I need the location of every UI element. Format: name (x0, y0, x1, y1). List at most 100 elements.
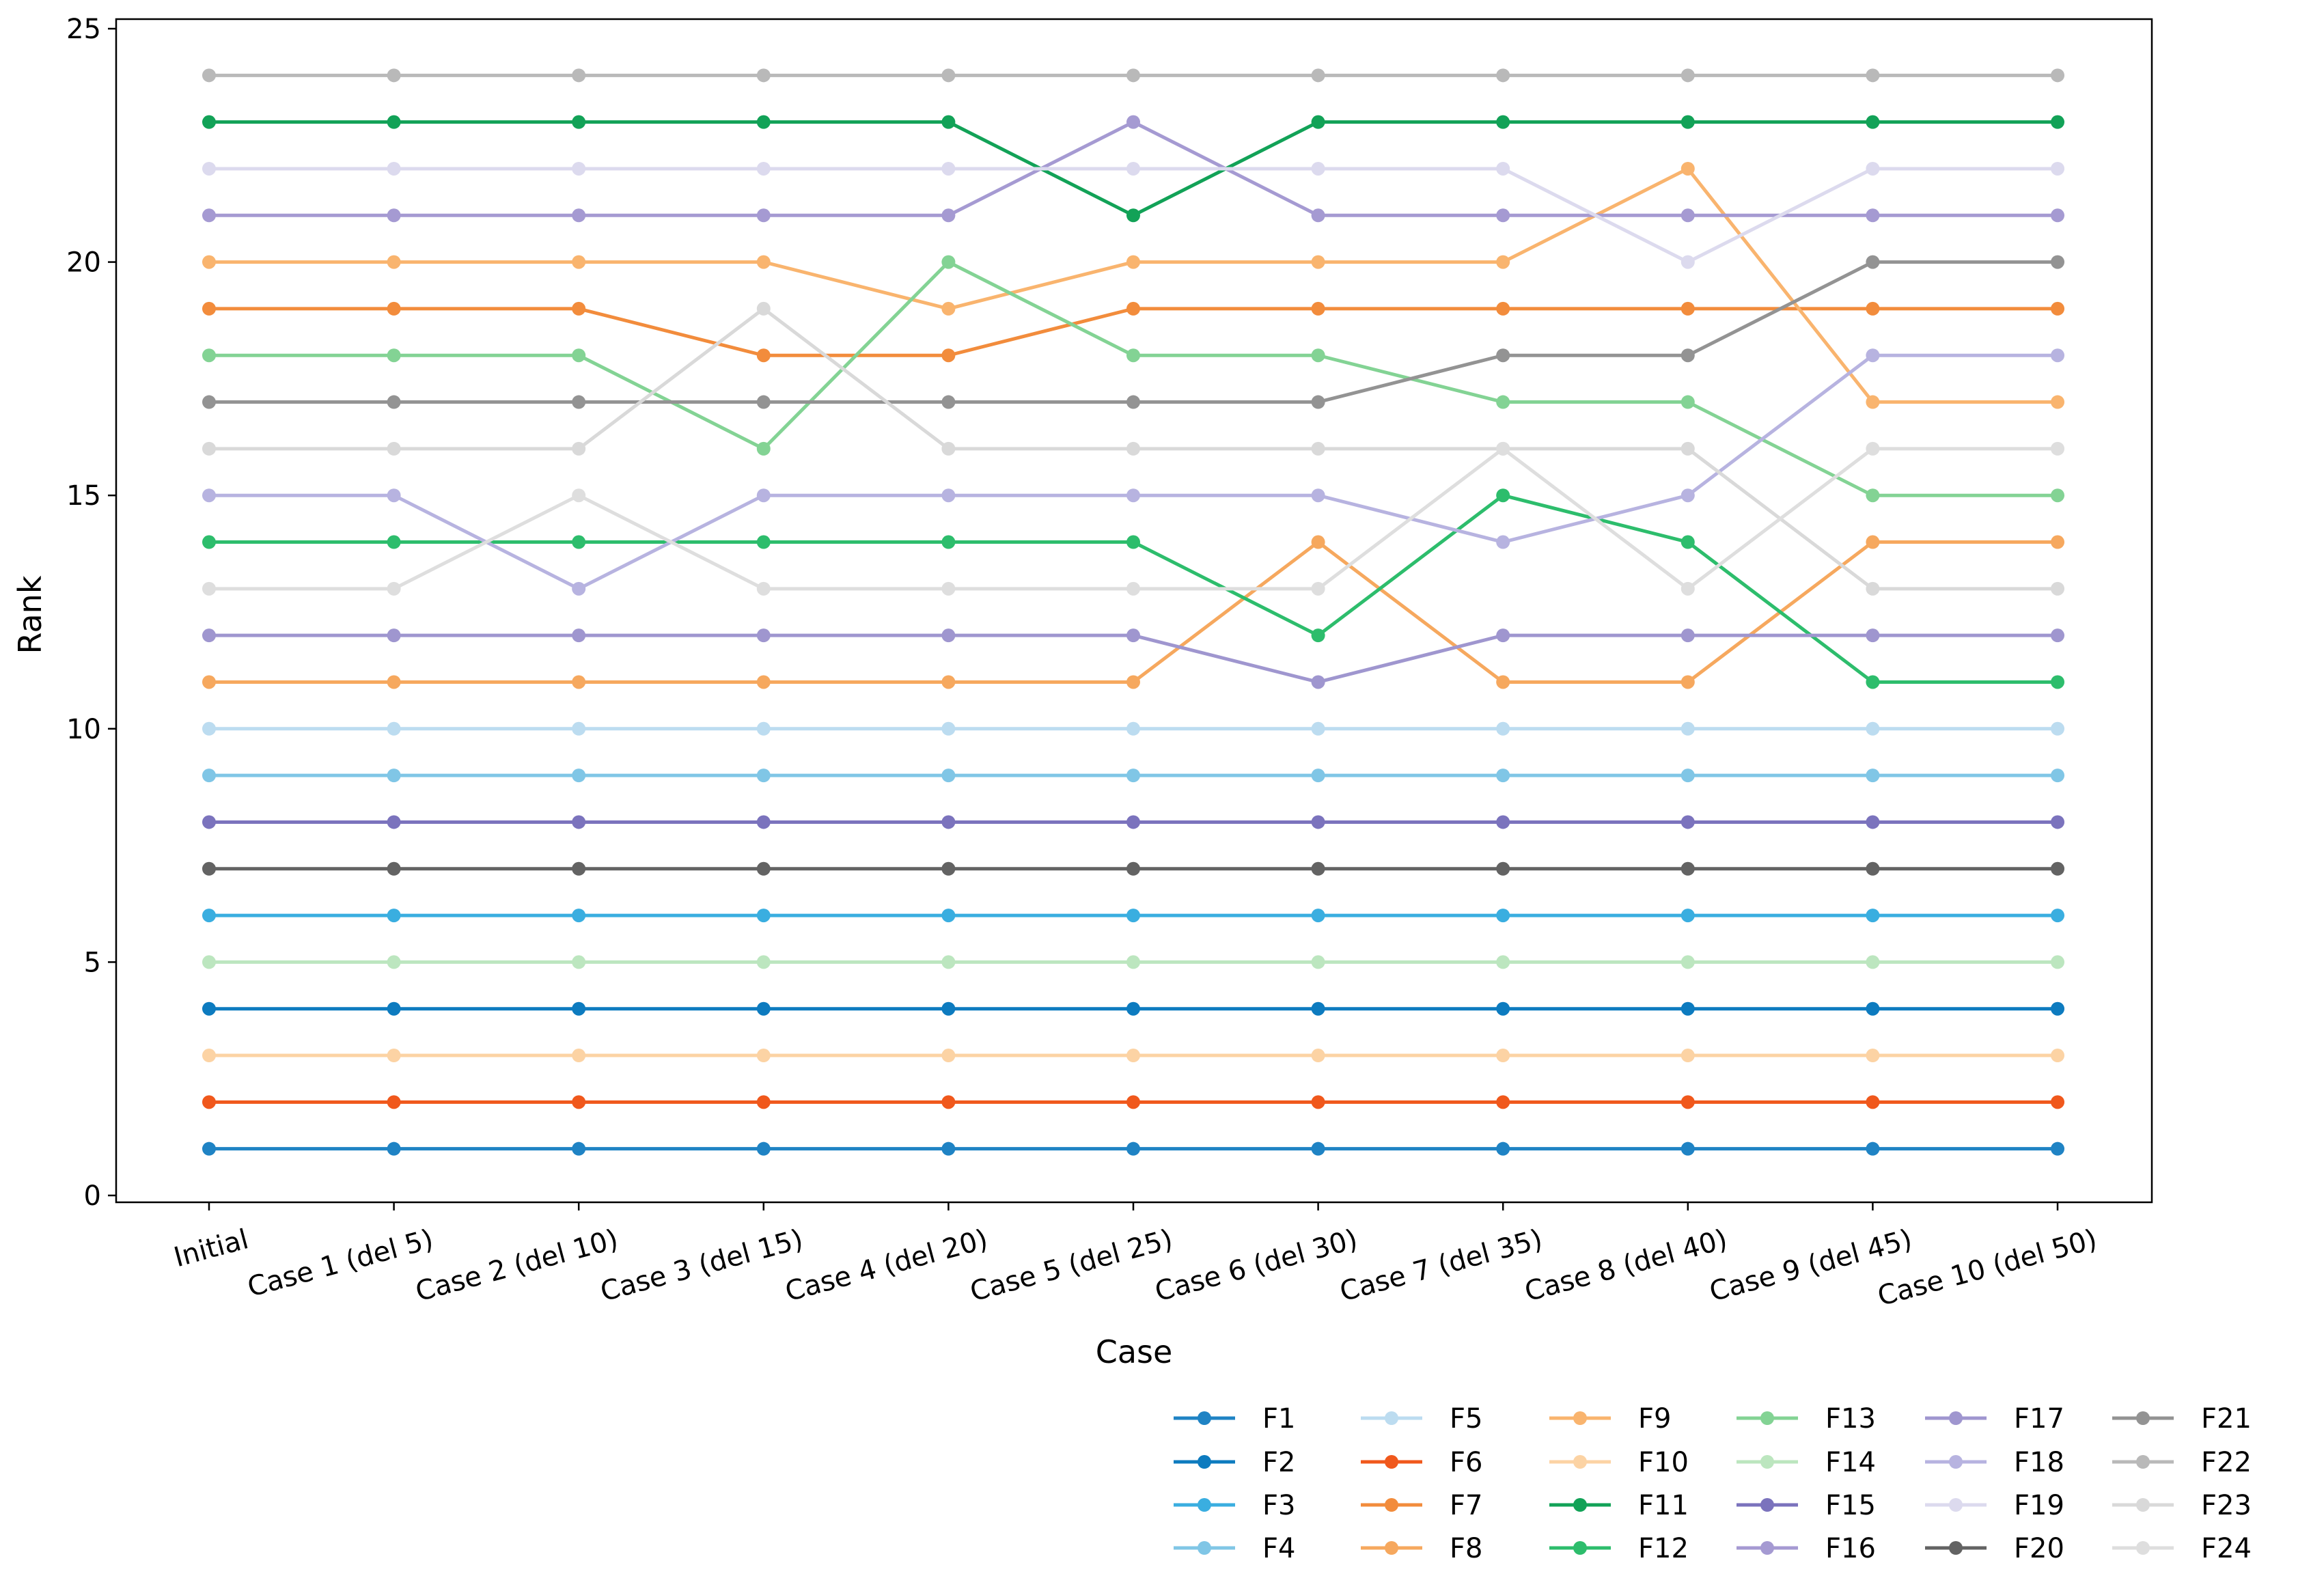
data-point (1866, 1095, 1880, 1109)
data-point (941, 769, 956, 783)
x-tick-label: Case 6 (del 30) (1152, 1223, 1361, 1307)
data-point (572, 488, 586, 503)
legend-swatch-marker (1760, 1411, 1774, 1425)
data-point (1496, 1001, 1510, 1016)
data-point (1311, 1095, 1325, 1109)
data-point (941, 1095, 956, 1109)
data-point (1496, 675, 1510, 689)
data-point (202, 721, 216, 736)
legend-item-f2: F2 (1174, 1447, 1295, 1478)
data-point (1126, 955, 1140, 969)
legend-swatch-marker (1198, 1498, 1211, 1512)
data-point (2051, 348, 2064, 363)
data-point (1866, 909, 1880, 923)
legend-item-f12: F12 (1549, 1533, 1689, 1564)
legend-item-f19: F19 (1925, 1490, 2064, 1521)
data-point (1680, 115, 1695, 129)
data-point (941, 208, 956, 223)
legend-item-f11: F11 (1549, 1490, 1689, 1521)
data-point (1496, 441, 1510, 456)
data-point (1680, 955, 1695, 969)
data-point (1311, 255, 1325, 269)
legend-swatch-marker (1760, 1498, 1774, 1512)
data-point (572, 909, 586, 923)
data-point (2051, 769, 2064, 783)
series-line (209, 447, 2058, 591)
data-point (1866, 535, 1880, 549)
x-tick-label: Case 5 (del 25) (967, 1223, 1176, 1307)
series-f4 (202, 769, 2064, 783)
data-point (1866, 68, 1880, 83)
data-point (387, 348, 401, 363)
data-point (1866, 628, 1880, 643)
series-f9 (202, 161, 2064, 409)
data-point (1126, 909, 1140, 923)
series-f18 (202, 348, 2064, 596)
data-point (756, 395, 771, 409)
series-f6 (202, 1095, 2064, 1109)
data-point (941, 535, 956, 549)
legend-label: F13 (1825, 1403, 1876, 1435)
data-point (1496, 628, 1510, 643)
data-point (572, 348, 586, 363)
legend-item-f5: F5 (1361, 1403, 1482, 1435)
legend-item-f24: F24 (2112, 1533, 2252, 1564)
data-point (1496, 955, 1510, 969)
legend-label: F14 (1825, 1447, 1876, 1478)
legend-swatch-marker (1385, 1411, 1398, 1425)
legend-label: F21 (2201, 1403, 2252, 1435)
data-point (756, 535, 771, 549)
legend-label: F20 (2014, 1533, 2064, 1564)
data-point (1126, 675, 1140, 689)
data-point (1126, 815, 1140, 829)
data-point (202, 1095, 216, 1109)
series-f20 (202, 861, 2064, 876)
data-point (1311, 815, 1325, 829)
data-point (202, 581, 216, 596)
series-f15 (202, 815, 2064, 829)
legend-item-f1: F1 (1174, 1403, 1295, 1435)
data-point (1126, 68, 1140, 83)
legend-swatch-marker (1198, 1541, 1211, 1555)
data-point (1496, 769, 1510, 783)
data-point (202, 348, 216, 363)
data-point (756, 1095, 771, 1109)
legend-item-f10: F10 (1549, 1447, 1689, 1478)
data-point (756, 628, 771, 643)
series-f8 (202, 535, 2064, 689)
legend-label: F18 (2014, 1447, 2064, 1478)
data-point (202, 955, 216, 969)
legend-label: F4 (1262, 1533, 1295, 1564)
data-point (756, 955, 771, 969)
data-point (941, 115, 956, 129)
data-point (387, 208, 401, 223)
data-point (1126, 535, 1140, 549)
series-f14 (202, 955, 2064, 969)
data-point (1311, 721, 1325, 736)
data-point (1311, 208, 1325, 223)
data-point (572, 581, 586, 596)
series-f7 (202, 301, 2064, 363)
data-point (1311, 301, 1325, 316)
data-point (756, 488, 771, 503)
data-point (1311, 68, 1325, 83)
data-point (1680, 909, 1695, 923)
data-point (1311, 675, 1325, 689)
data-point (756, 441, 771, 456)
data-point (1496, 1095, 1510, 1109)
data-point (941, 1049, 956, 1063)
data-point (2051, 581, 2064, 596)
data-point (1311, 161, 1325, 176)
data-point (572, 628, 586, 643)
data-point (202, 488, 216, 503)
data-point (756, 1049, 771, 1063)
x-tick-label: Case 4 (del 20) (782, 1223, 991, 1307)
x-tick-label: Case 1 (del 5) (245, 1223, 437, 1303)
data-point (1126, 395, 1140, 409)
data-point (2051, 721, 2064, 736)
data-point (1866, 769, 1880, 783)
legend-item-f13: F13 (1737, 1403, 1876, 1435)
x-tick-label: Initial (171, 1223, 252, 1273)
data-point (572, 395, 586, 409)
data-point (2051, 955, 2064, 969)
